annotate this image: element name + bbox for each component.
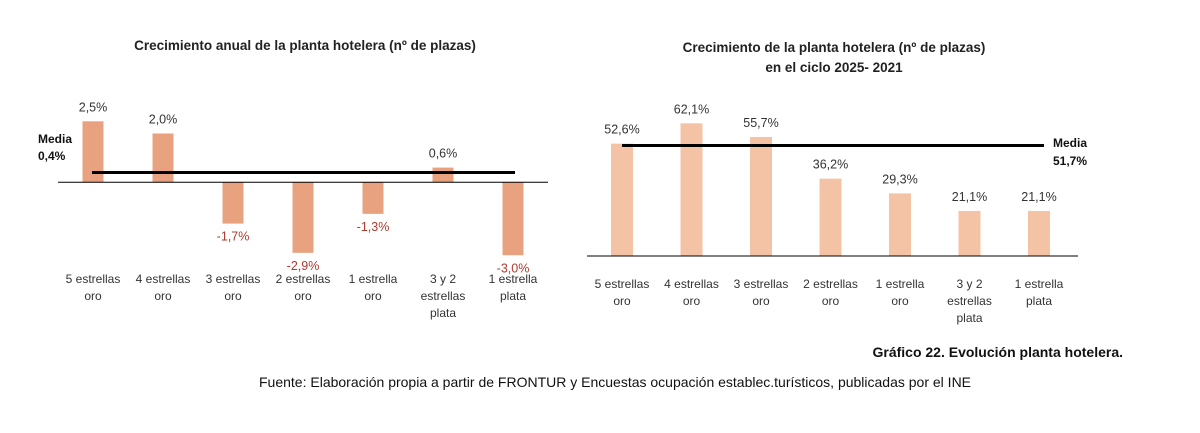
c1-value-label-3: -1,7% bbox=[217, 230, 250, 244]
c2-category-label-2: 4 estrellas oro bbox=[664, 277, 719, 308]
chart1-media-label: Media bbox=[38, 132, 72, 146]
c1-category-label-5: 1 estrella oro bbox=[349, 272, 398, 303]
figure-caption-source: Fuente: Elaboración propia a partir de F… bbox=[259, 374, 972, 390]
c2-category-label-7: 1 estrella plata bbox=[1015, 277, 1064, 308]
c2-bar-7 bbox=[1028, 210, 1050, 256]
chart1-media-value: 0,4% bbox=[38, 149, 66, 163]
c1-value-label-7: -3,0% bbox=[497, 261, 530, 275]
c1-bar-1 bbox=[82, 121, 104, 183]
c2-value-label-6: 21,1% bbox=[952, 190, 987, 204]
c1-category-label-2: 4 estrellas oro bbox=[136, 272, 191, 303]
c2-bar-1 bbox=[611, 143, 633, 256]
c1-value-label-5: -1,3% bbox=[357, 220, 390, 234]
c2-bar-2 bbox=[680, 123, 703, 256]
cycle-growth-chart: Crecimiento de la planta hotelera (nº de… bbox=[587, 40, 1087, 325]
c1-value-label-1: 2,5% bbox=[79, 100, 108, 114]
c2-category-label-3: 3 estrellas oro bbox=[734, 277, 789, 308]
c1-category-label-7: 1 estrella plata bbox=[489, 272, 538, 303]
c2-value-label-5: 29,3% bbox=[882, 172, 917, 186]
c1-bar-3 bbox=[222, 182, 244, 224]
c2-value-label-1: 52,6% bbox=[604, 123, 639, 137]
c1-category-label-4: 2 estrellas oro bbox=[276, 272, 331, 303]
c1-bar-5 bbox=[362, 182, 384, 214]
c1-bar-7 bbox=[502, 182, 524, 256]
chart1-title: Crecimiento anual de la planta hotelera … bbox=[134, 38, 476, 53]
c1-value-label-2: 2,0% bbox=[149, 112, 178, 126]
c2-value-label-7: 21,1% bbox=[1021, 190, 1056, 204]
c1-bar-6 bbox=[432, 167, 454, 183]
c2-category-label-6: 3 y 2 estrellas plata bbox=[947, 277, 992, 325]
c1-bar-2 bbox=[152, 133, 174, 183]
c2-bar-5 bbox=[889, 193, 911, 256]
chart2-title: Crecimiento de la planta hotelera (nº de… bbox=[683, 40, 986, 55]
chart2-title-line2: en el ciclo 2025- 2021 bbox=[765, 60, 903, 75]
c2-category-label-1: 5 estrellas oro bbox=[595, 277, 650, 308]
c1-value-label-6: 0,6% bbox=[429, 147, 458, 161]
c1-value-label-4: -2,9% bbox=[287, 259, 320, 273]
c2-bar-4 bbox=[819, 178, 842, 256]
figure-caption-title: Gráfico 22. Evolución planta hotelera. bbox=[872, 344, 1123, 360]
c1-category-label-3: 3 estrellas oro bbox=[206, 272, 261, 303]
c2-category-label-4: 2 estrellas oro bbox=[803, 277, 858, 308]
c2-value-label-2: 62,1% bbox=[674, 102, 709, 116]
chart2-media-label: Media bbox=[1053, 136, 1087, 150]
annual-growth-chart: Crecimiento anual de la planta hotelera … bbox=[38, 38, 548, 320]
c1-category-label-1: 5 estrellas oro bbox=[66, 272, 121, 303]
c1-category-label-6: 3 y 2 estrellas plata bbox=[421, 272, 466, 320]
c1-bar-4 bbox=[292, 182, 314, 253]
c2-bar-6 bbox=[958, 210, 981, 256]
c2-value-label-4: 36,2% bbox=[813, 158, 848, 172]
c2-value-label-3: 55,7% bbox=[743, 116, 778, 130]
chart2-media-value: 51,7% bbox=[1053, 154, 1087, 168]
c2-bar-3 bbox=[750, 137, 772, 256]
c2-category-label-5: 1 estrella oro bbox=[876, 277, 925, 308]
